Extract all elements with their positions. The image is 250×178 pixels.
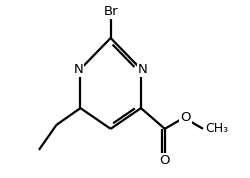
Text: CH₃: CH₃: [205, 122, 228, 135]
Text: N: N: [138, 63, 148, 76]
Text: O: O: [180, 111, 190, 124]
Text: O: O: [160, 154, 170, 167]
Text: Br: Br: [103, 5, 118, 18]
Text: N: N: [74, 63, 83, 76]
